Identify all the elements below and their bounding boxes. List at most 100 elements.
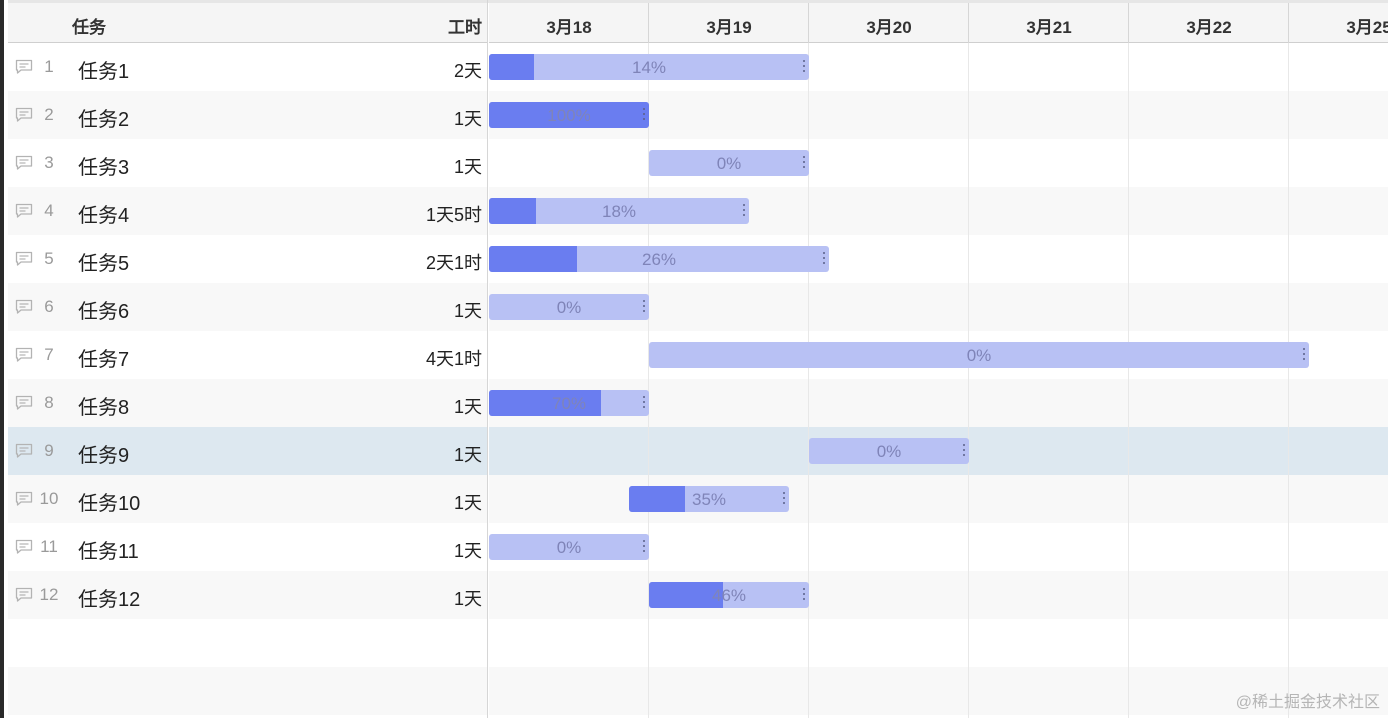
drag-handle-icon[interactable] [643, 540, 645, 554]
task-progress-label: 18% [601, 202, 637, 221]
task-bar[interactable]: 26% [489, 246, 829, 272]
task-progress-label: 0% [716, 154, 742, 173]
task-row[interactable]: 11 任务11 1天 [8, 523, 487, 571]
gantt-row [489, 571, 1388, 619]
empty-row [8, 667, 487, 715]
task-bar[interactable]: 46% [649, 582, 809, 608]
task-row[interactable]: 9 任务9 1天 [8, 427, 487, 475]
task-row-number: 3 [44, 153, 54, 172]
task-row-number: 5 [44, 249, 54, 268]
column-header-task[interactable]: 任务 [72, 18, 106, 37]
task-progress-fill[interactable] [489, 246, 578, 272]
task-name: 任务10 [78, 493, 141, 515]
drag-handle-icon[interactable] [803, 156, 805, 170]
task-name: 任务12 [78, 589, 141, 611]
task-name: 任务4 [78, 205, 130, 227]
task-row[interactable]: 4 任务4 1天5时 [8, 187, 487, 235]
task-work-hours: 1天 [453, 397, 482, 417]
task-row[interactable]: 5 任务5 2天1时 [8, 235, 487, 283]
header-divider [648, 3, 649, 43]
day-label: 3月21 [1026, 18, 1072, 37]
drag-handle-icon[interactable] [1303, 348, 1305, 362]
task-work-hours: 1天 [453, 301, 482, 321]
drag-handle-icon[interactable] [783, 492, 785, 506]
day-label: 3月19 [706, 18, 752, 37]
task-row[interactable]: 8 任务8 1天 [8, 379, 487, 427]
header-divider [1288, 3, 1289, 43]
task-progress-fill[interactable] [629, 486, 685, 512]
task-row-number: 6 [44, 297, 54, 316]
task-name: 任务5 [78, 253, 130, 275]
task-row-number: 11 [40, 537, 58, 556]
task-row-number: 12 [39, 585, 59, 604]
drag-handle-icon[interactable] [643, 300, 645, 314]
task-bar[interactable]: 100% [489, 102, 649, 128]
task-bar[interactable]: 0% [649, 342, 1309, 368]
task-row-number: 4 [44, 201, 54, 220]
task-progress-label: 0% [556, 538, 582, 557]
task-table-header: 任务 工时 [8, 3, 487, 43]
task-table: 任务 工时 1 任务1 2天 2 任务2 1天 3 任务3 1天 4 任务4 1天5时 5 任务5 2天1时… [8, 0, 488, 718]
day-label: 3月25 [1346, 18, 1388, 37]
empty-gantt-row [489, 619, 1388, 667]
drag-handle-icon[interactable] [963, 444, 965, 458]
task-progress-label: 46% [711, 586, 747, 605]
task-row[interactable]: 10 任务10 1天 [8, 475, 487, 523]
task-row-number: 7 [44, 345, 54, 364]
drag-handle-icon[interactable] [823, 252, 825, 266]
task-work-hours: 1天 [453, 445, 482, 465]
drag-handle-icon[interactable] [803, 60, 805, 74]
task-row-number: 9 [44, 441, 54, 460]
day-label: 3月18 [546, 18, 592, 37]
task-name: 任务6 [78, 301, 130, 323]
task-work-hours: 1天 [453, 541, 482, 561]
task-row[interactable]: 3 任务3 1天 [8, 139, 487, 187]
task-bar[interactable]: 18% [489, 198, 749, 224]
task-name: 任务1 [78, 61, 130, 83]
task-progress-fill[interactable] [489, 390, 601, 416]
gantt-chart: 3月18 3月19 3月20 3月21 3月22 3月25 14% 100% 0% 18% 26%… [489, 0, 1388, 718]
task-row-number: 2 [44, 105, 54, 124]
task-work-hours: 1天5时 [425, 205, 482, 225]
task-progress-label: 100% [547, 106, 591, 125]
task-bar[interactable]: 35% [629, 486, 789, 512]
column-header-work[interactable]: 工时 [448, 18, 482, 37]
task-row[interactable]: 1 任务1 2天 [8, 43, 487, 91]
task-name: 任务9 [78, 445, 130, 467]
drag-handle-icon[interactable] [643, 108, 645, 122]
task-progress-label: 0% [556, 298, 582, 317]
day-divider [648, 3, 649, 718]
task-row[interactable]: 12 任务12 1天 [8, 571, 487, 619]
task-row[interactable]: 2 任务2 1天 [8, 91, 487, 139]
task-row[interactable]: 6 任务6 1天 [8, 283, 487, 331]
task-progress-label: 14% [631, 58, 667, 77]
task-work-hours: 1天 [453, 109, 482, 129]
task-bar[interactable]: 14% [489, 54, 809, 80]
task-bar[interactable]: 0% [809, 438, 969, 464]
task-bar[interactable]: 70% [489, 390, 649, 416]
task-bar[interactable]: 0% [649, 150, 809, 176]
task-name: 任务2 [78, 109, 130, 131]
timeline-header: 3月18 3月19 3月20 3月21 3月22 3月25 [489, 3, 1388, 43]
task-progress-fill[interactable] [489, 198, 536, 224]
task-bar[interactable]: 0% [489, 294, 649, 320]
task-progress-fill[interactable] [649, 582, 723, 608]
drag-handle-icon[interactable] [743, 204, 745, 218]
task-work-hours: 2天 [453, 61, 482, 81]
task-progress-label: 26% [641, 250, 677, 269]
top-border [8, 0, 1388, 3]
task-row[interactable]: 7 任务7 4天1时 [8, 331, 487, 379]
task-bar[interactable]: 0% [489, 534, 649, 560]
task-progress-label: 70% [551, 394, 587, 413]
task-work-hours: 1天 [453, 493, 482, 513]
drag-handle-icon[interactable] [643, 396, 645, 410]
task-progress-fill[interactable] [489, 54, 534, 80]
task-progress-fill[interactable] [489, 102, 649, 128]
header-divider [808, 3, 809, 43]
drag-handle-icon[interactable] [803, 588, 805, 602]
task-name: 任务3 [78, 157, 130, 179]
header-divider [968, 3, 969, 43]
task-row-number: 1 [44, 57, 54, 76]
task-row-number: 8 [44, 393, 54, 412]
